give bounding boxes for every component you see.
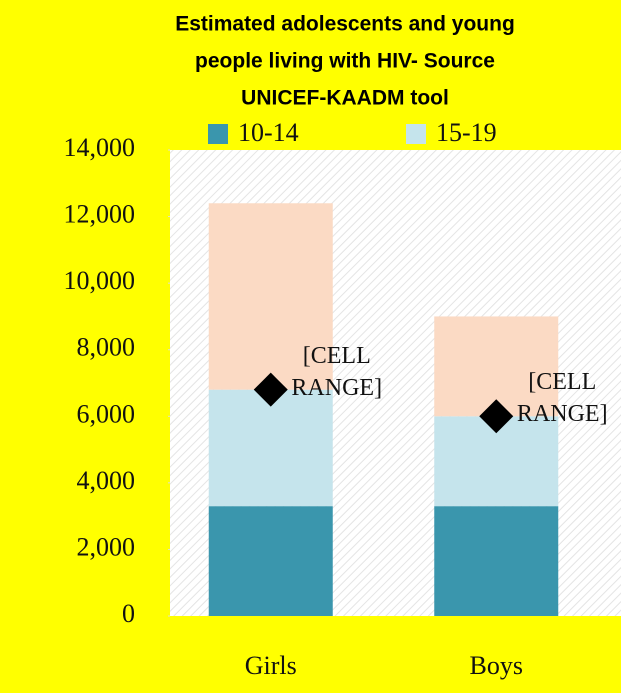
y-tick-label: 14,000	[64, 133, 136, 162]
marker	[479, 399, 514, 434]
chart-title: people living with HIV- Source	[195, 50, 495, 73]
y-tick-label: 8,000	[77, 333, 136, 362]
x-tick-label: Girls	[245, 651, 297, 680]
chart-title: Estimated adolescents and young	[175, 13, 515, 36]
y-tick-label: 0	[122, 599, 135, 628]
legend-swatch	[406, 124, 426, 144]
chart-title: UNICEF-KAADM tool	[241, 87, 449, 110]
data-label: [CELL RANGE]	[291, 342, 383, 401]
marker	[253, 372, 288, 407]
data-label: [CELL RANGE]	[516, 369, 608, 428]
bar-segment	[208, 506, 333, 616]
y-tick-label: 2,000	[77, 532, 136, 561]
bar-segment	[208, 203, 333, 390]
y-tick-label: 10,000	[64, 266, 136, 295]
bar-segment	[434, 506, 559, 616]
legend-label: 10-14	[238, 118, 299, 147]
legend-swatch	[208, 124, 228, 144]
y-tick-label: 12,000	[64, 200, 136, 229]
legend-label: 15-19	[436, 118, 497, 147]
y-tick-label: 4,000	[77, 466, 136, 495]
bar-segment	[208, 389, 333, 507]
x-tick-label: Boys	[470, 651, 523, 680]
y-tick-label: 6,000	[77, 399, 136, 428]
